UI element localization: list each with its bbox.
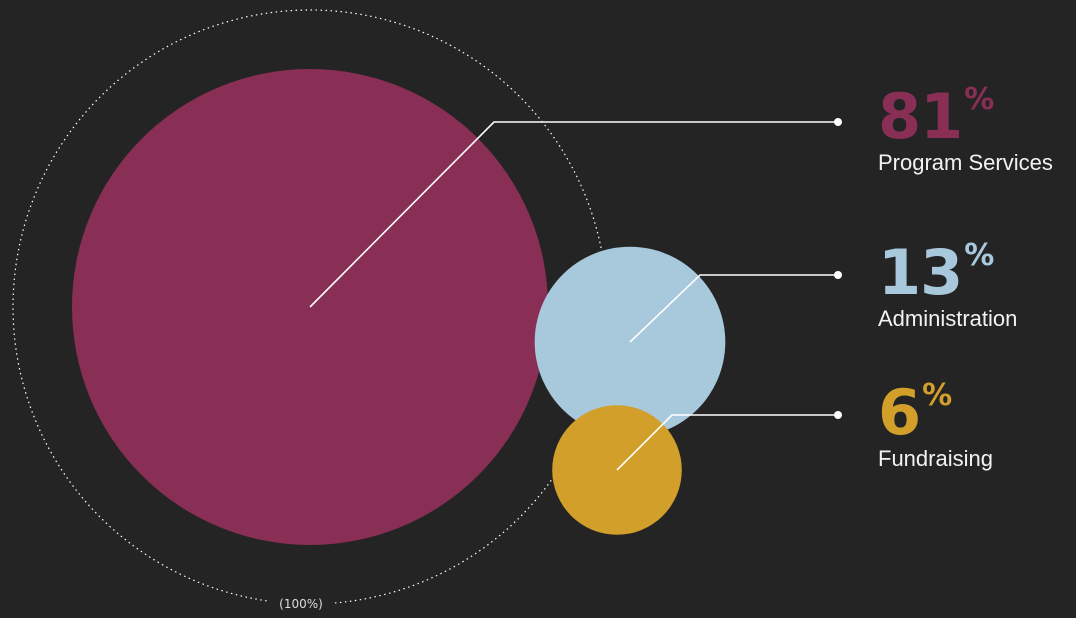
value-label-administration: 13% — [878, 238, 1017, 304]
label-fundraising: 6% Fundraising — [878, 378, 993, 472]
total-label: (100%) — [268, 597, 334, 611]
value-number: 81 — [878, 80, 963, 153]
leader-line-fundraising — [616, 414, 838, 471]
value-label-fundraising: 6% — [878, 378, 993, 444]
bubble-group — [72, 69, 726, 545]
category-label: Administration — [878, 306, 1018, 331]
label-administration: 13% Administration — [878, 238, 1018, 332]
leader-line-group — [309, 118, 842, 471]
category-label: Program Services — [878, 150, 1053, 175]
percent-sign: % — [922, 378, 953, 413]
value-label-program-services: 81% — [878, 82, 1053, 148]
percent-sign: % — [964, 82, 995, 117]
value-number: 6 — [878, 376, 921, 449]
leader-dot-fundraising — [834, 411, 842, 419]
leader-line-administration — [629, 274, 838, 343]
leader-line-program-services — [309, 121, 838, 308]
percent-sign: % — [964, 238, 995, 273]
leader-dot-program-services — [834, 118, 842, 126]
value-number: 13 — [878, 236, 963, 309]
leader-dot-administration — [834, 271, 842, 279]
label-program-services: 81% Program Services — [878, 82, 1053, 176]
category-label: Fundraising — [878, 446, 993, 471]
